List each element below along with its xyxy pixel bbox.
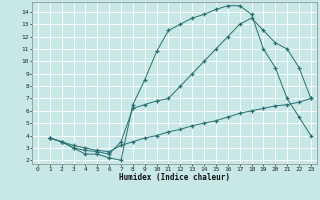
X-axis label: Humidex (Indice chaleur): Humidex (Indice chaleur) xyxy=(119,173,230,182)
